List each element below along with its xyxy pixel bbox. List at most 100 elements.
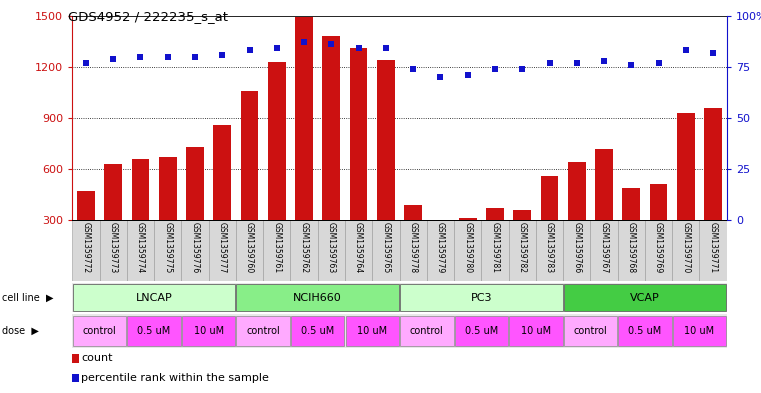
Text: 10 uM: 10 uM: [521, 326, 551, 336]
Text: dose  ▶: dose ▶: [2, 326, 38, 336]
Bar: [127, 220, 154, 281]
Bar: [622, 188, 640, 220]
Text: count: count: [81, 353, 113, 364]
Point: [489, 66, 501, 72]
Text: control: control: [247, 326, 280, 336]
Point: [571, 60, 583, 66]
Text: 10 uM: 10 uM: [193, 326, 224, 336]
Bar: [100, 220, 127, 281]
Text: control: control: [574, 326, 607, 336]
Bar: [673, 316, 726, 346]
Point: [325, 41, 337, 48]
Bar: [72, 220, 727, 221]
Text: GSM1359773: GSM1359773: [109, 222, 118, 273]
Text: GSM1359761: GSM1359761: [272, 222, 282, 273]
Bar: [104, 164, 122, 220]
Text: GDS4952 / 222235_s_at: GDS4952 / 222235_s_at: [68, 10, 228, 23]
Bar: [699, 220, 727, 281]
Text: GSM1359770: GSM1359770: [681, 222, 690, 273]
Bar: [240, 91, 259, 220]
Text: GSM1359783: GSM1359783: [545, 222, 554, 273]
Text: GSM1359771: GSM1359771: [708, 222, 718, 273]
Text: NCIH660: NCIH660: [293, 293, 342, 303]
Bar: [263, 220, 291, 281]
Text: 0.5 uM: 0.5 uM: [301, 326, 334, 336]
Text: GSM1359764: GSM1359764: [354, 222, 363, 273]
Text: PC3: PC3: [470, 293, 492, 303]
Point: [107, 55, 119, 62]
Text: GSM1359774: GSM1359774: [136, 222, 145, 273]
Bar: [236, 220, 263, 281]
Bar: [459, 219, 476, 220]
Bar: [377, 60, 395, 220]
Text: GSM1359775: GSM1359775: [164, 222, 172, 273]
Text: GSM1359782: GSM1359782: [517, 222, 527, 273]
Text: GSM1359780: GSM1359780: [463, 222, 472, 273]
Bar: [268, 62, 285, 220]
Text: 10 uM: 10 uM: [684, 326, 715, 336]
Text: GSM1359769: GSM1359769: [654, 222, 663, 273]
Text: GSM1359760: GSM1359760: [245, 222, 254, 273]
Bar: [182, 316, 235, 346]
Bar: [350, 48, 368, 220]
Text: percentile rank within the sample: percentile rank within the sample: [81, 373, 269, 383]
Bar: [509, 316, 562, 346]
Bar: [323, 36, 340, 220]
Bar: [536, 220, 563, 281]
Point: [407, 66, 419, 72]
Bar: [704, 108, 722, 220]
Text: GSM1359776: GSM1359776: [190, 222, 199, 273]
Text: GSM1359767: GSM1359767: [600, 222, 609, 273]
Bar: [159, 157, 177, 220]
Bar: [400, 316, 454, 346]
Bar: [295, 17, 313, 220]
Bar: [132, 159, 149, 220]
Bar: [481, 220, 508, 281]
Bar: [154, 220, 181, 281]
Bar: [514, 210, 531, 220]
Point: [680, 47, 692, 53]
Text: GSM1359778: GSM1359778: [409, 222, 418, 273]
Bar: [345, 220, 372, 281]
Bar: [540, 176, 559, 220]
Bar: [618, 220, 645, 281]
Bar: [237, 285, 399, 311]
Bar: [345, 316, 399, 346]
Text: VCAP: VCAP: [630, 293, 660, 303]
Bar: [291, 220, 318, 281]
Bar: [645, 220, 672, 281]
Bar: [73, 285, 235, 311]
Text: GSM1359772: GSM1359772: [81, 222, 91, 273]
Bar: [564, 285, 726, 311]
Text: GSM1359765: GSM1359765: [381, 222, 390, 273]
Bar: [672, 220, 699, 281]
Text: GSM1359766: GSM1359766: [572, 222, 581, 273]
Point: [516, 66, 528, 72]
Point: [435, 74, 447, 80]
Point: [462, 72, 474, 78]
Point: [189, 53, 201, 60]
Point: [161, 53, 174, 60]
Bar: [318, 220, 345, 281]
Bar: [427, 220, 454, 281]
Bar: [291, 316, 345, 346]
Bar: [400, 285, 562, 311]
Text: control: control: [83, 326, 116, 336]
Point: [626, 62, 638, 68]
Bar: [564, 316, 617, 346]
Text: control: control: [410, 326, 444, 336]
Bar: [486, 208, 504, 220]
Text: 0.5 uM: 0.5 uM: [138, 326, 170, 336]
Bar: [563, 220, 591, 281]
Bar: [213, 125, 231, 220]
Bar: [237, 316, 290, 346]
Point: [244, 47, 256, 53]
Text: 0.5 uM: 0.5 uM: [465, 326, 498, 336]
Point: [298, 39, 310, 46]
Point: [80, 60, 92, 66]
Bar: [454, 220, 482, 281]
Bar: [186, 147, 204, 220]
Bar: [431, 220, 449, 225]
Bar: [72, 220, 100, 281]
Text: GSM1359768: GSM1359768: [627, 222, 635, 273]
